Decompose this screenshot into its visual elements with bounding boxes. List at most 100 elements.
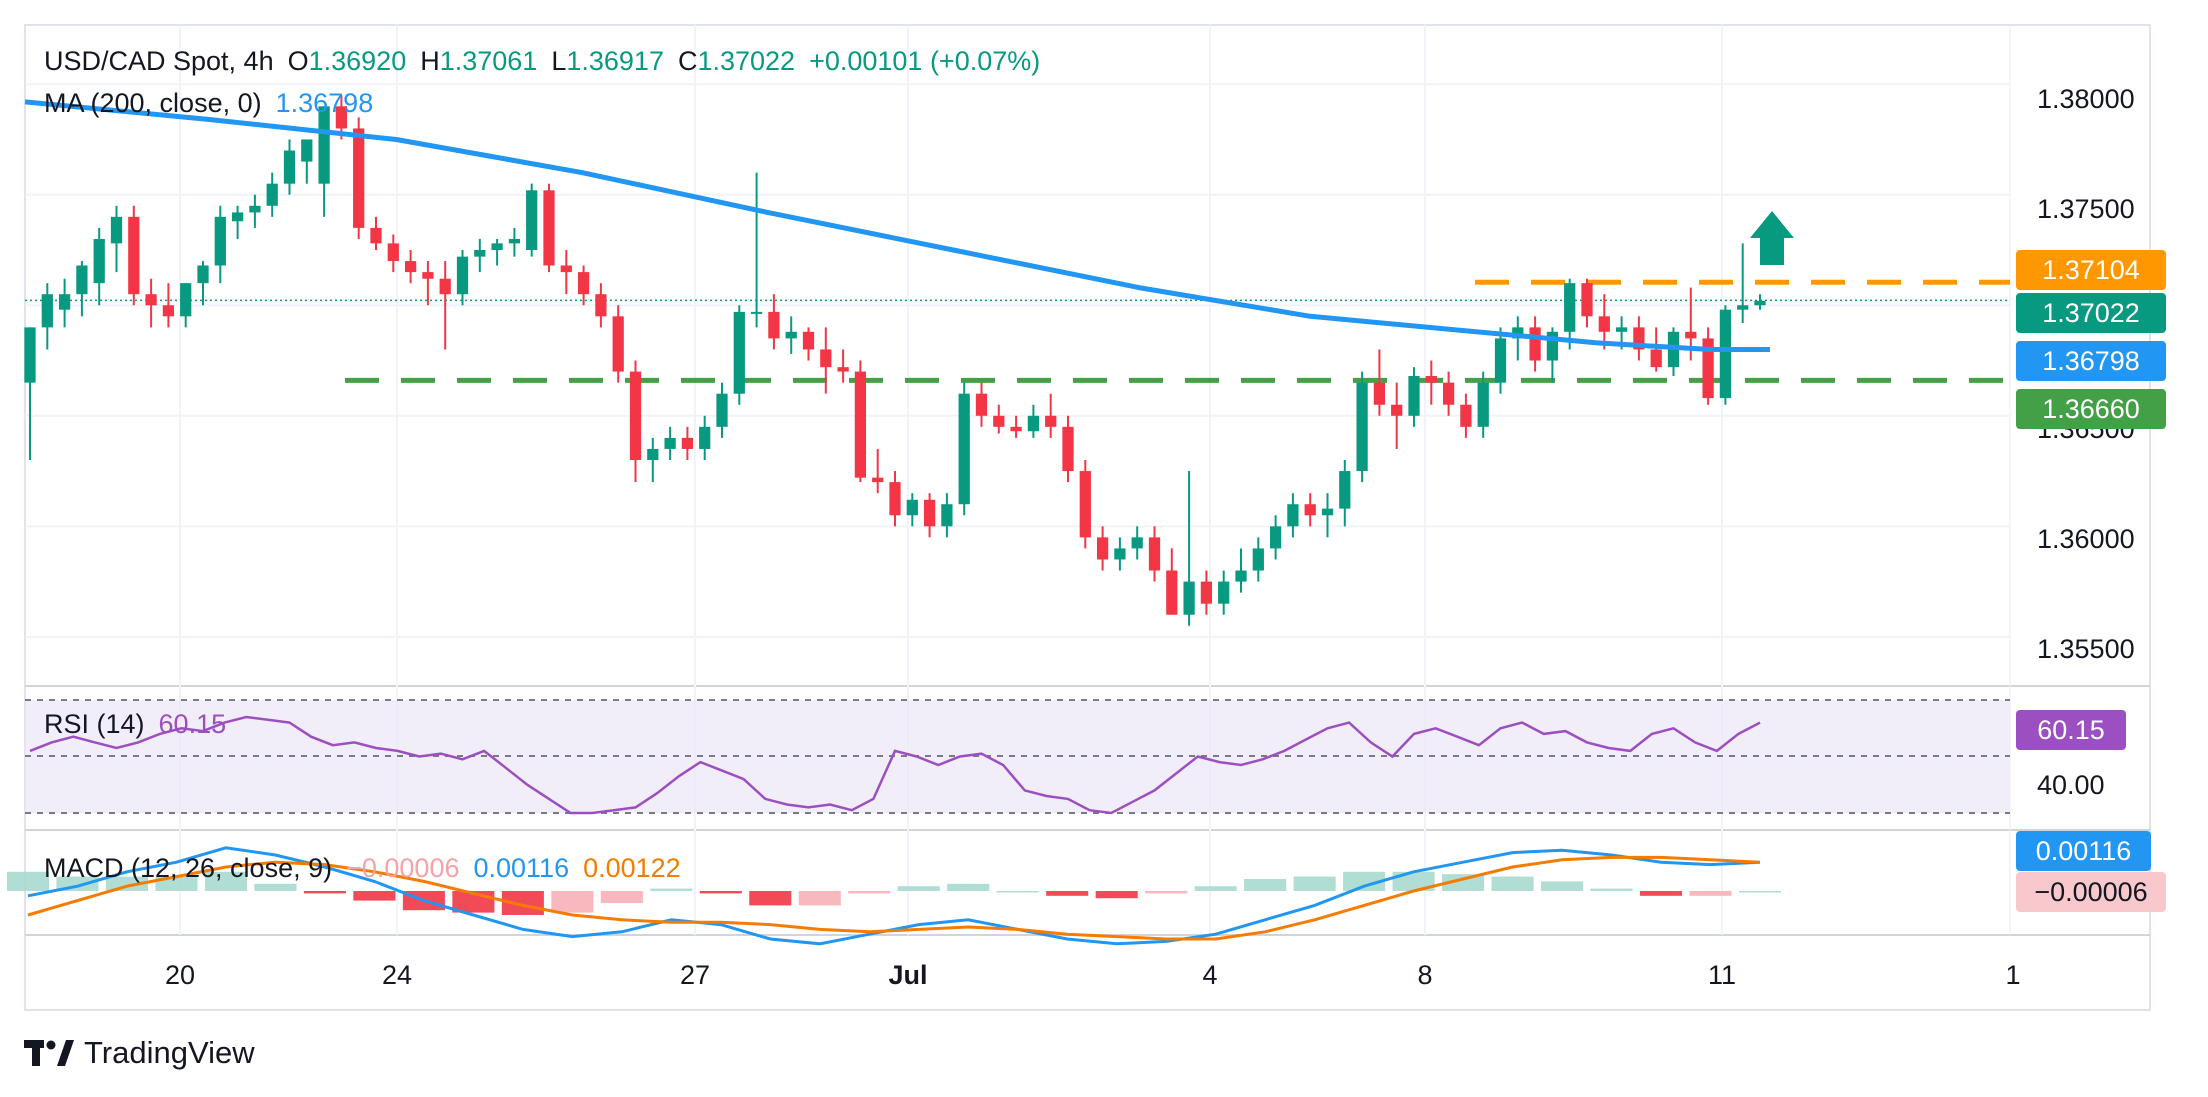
- candle: [1512, 316, 1524, 361]
- candle-body: [1287, 504, 1299, 527]
- candle-body: [1183, 581, 1195, 615]
- candle-body: [1737, 305, 1749, 310]
- up-arrow-icon: [1750, 211, 1794, 265]
- candle-body: [145, 294, 157, 306]
- macd-signal-value: 0.00122: [583, 853, 681, 883]
- candle-body: [318, 106, 330, 184]
- candle-body: [1235, 570, 1247, 582]
- candle-body: [1754, 300, 1766, 306]
- macd-hist-bar: [6, 871, 50, 891]
- candle-body: [128, 216, 140, 295]
- candle: [1702, 327, 1714, 405]
- candle-body: [733, 311, 745, 394]
- candle-body: [820, 349, 832, 368]
- candle-body: [993, 415, 1005, 427]
- price-change: +0.00101 (+0.07%): [809, 46, 1041, 76]
- candle: [923, 493, 936, 538]
- candle-body: [335, 106, 348, 129]
- candle-body: [647, 448, 659, 460]
- symbol-title[interactable]: USD/CAD Spot, 4h: [44, 46, 274, 76]
- macd-hist-bar: [353, 891, 396, 901]
- candle: [1148, 526, 1161, 582]
- candle-body: [1010, 426, 1022, 432]
- candle: [1754, 294, 1766, 310]
- candle-body: [1477, 382, 1489, 427]
- candle: [1166, 548, 1178, 615]
- candle: [1252, 537, 1264, 582]
- time-tick: 24: [381, 960, 413, 990]
- candle-body: [1131, 537, 1143, 549]
- candle-body: [872, 477, 884, 483]
- candle: [577, 265, 590, 306]
- candle-body: [1062, 426, 1074, 472]
- candle: [1494, 327, 1507, 394]
- candlestick-series[interactable]: [24, 95, 1766, 626]
- last-price-badge: 1.37022: [2016, 293, 2166, 333]
- candle-body: [1633, 327, 1645, 350]
- candle: [1183, 471, 1195, 626]
- ma200-line[interactable]: [24, 99, 1770, 352]
- candle-body: [958, 393, 970, 505]
- ma-label[interactable]: MA (200, close, 0): [44, 88, 262, 118]
- macd-badge: 0.00116: [2016, 831, 2151, 871]
- candle: [699, 415, 711, 460]
- candle-body: [353, 128, 365, 228]
- macd-hist-bar: [947, 883, 990, 891]
- candle-body: [560, 265, 572, 273]
- candle: [716, 382, 728, 438]
- rsi-value: 60.15: [158, 709, 227, 739]
- candle-body: [508, 238, 521, 244]
- candle: [404, 250, 417, 284]
- rsi-badge: 60.15: [2016, 710, 2126, 750]
- ohlc-open: O1.36920: [287, 46, 407, 76]
- candle: [1287, 493, 1299, 538]
- candle: [301, 139, 313, 184]
- ohlc-high: H1.37061: [420, 46, 538, 76]
- macd-signal-line[interactable]: [27, 855, 1761, 941]
- candle: [249, 194, 261, 228]
- macd-hist-bar: [1343, 871, 1386, 891]
- macd-label[interactable]: MACD (12, 26, close, 9): [44, 853, 333, 883]
- macd-hist-bar: [254, 883, 297, 891]
- candle-body: [162, 305, 175, 317]
- candle: [975, 382, 988, 427]
- candle-body: [785, 331, 797, 339]
- candle: [41, 283, 53, 350]
- candle: [1114, 537, 1126, 571]
- time-tick: 11: [1707, 960, 1737, 990]
- macd-hist-bar: [204, 871, 247, 891]
- candle-body: [1546, 331, 1559, 361]
- candle-body: [612, 316, 624, 372]
- candle-body: [1650, 349, 1662, 368]
- tradingview-logo[interactable]: TradingView: [24, 1035, 255, 1071]
- candle: [58, 278, 71, 328]
- candle-body: [1719, 309, 1732, 399]
- candle: [1062, 415, 1074, 483]
- rsi-label[interactable]: RSI (14): [44, 709, 145, 739]
- grid-lines: [25, 25, 2010, 935]
- rsi-line[interactable]: [29, 715, 1761, 815]
- support-badge: 1.36660: [2016, 389, 2166, 429]
- candle: [993, 404, 1005, 434]
- candle: [872, 448, 884, 494]
- macd-hist-bar: [798, 891, 841, 906]
- candle: [612, 305, 624, 383]
- brand-name: TradingView: [84, 1035, 255, 1070]
- candle: [1045, 393, 1057, 438]
- macd-hist-bar: [749, 891, 792, 906]
- tradingview-logo-icon: [24, 1040, 74, 1066]
- macd-hist-bar: [1639, 891, 1683, 896]
- candle: [1218, 570, 1230, 615]
- macd-hist-bar: [1590, 888, 1633, 891]
- candle: [1010, 415, 1022, 438]
- macd-hist-bar: [699, 891, 742, 894]
- candle-body: [837, 367, 849, 372]
- candle: [560, 250, 572, 295]
- candle-body: [577, 272, 590, 295]
- candle: [681, 426, 694, 460]
- candle-body: [664, 437, 676, 449]
- candle: [422, 261, 434, 306]
- candle: [1633, 316, 1645, 361]
- candle-body: [1321, 508, 1334, 516]
